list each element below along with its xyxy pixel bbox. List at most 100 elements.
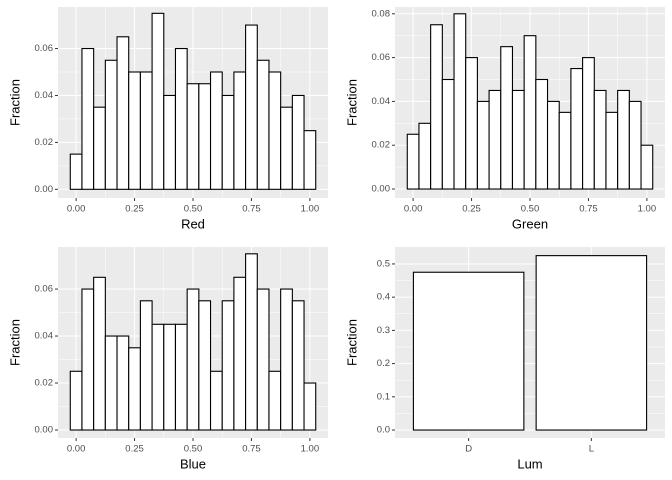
x-axis-title: Lum <box>517 456 542 471</box>
y-tick-label: 0.02 <box>35 378 54 389</box>
bar <box>128 71 141 190</box>
x-tick-label: L <box>589 444 594 455</box>
bar <box>441 78 455 190</box>
bar <box>209 71 223 190</box>
y-tick-label: 0.00 <box>35 184 54 195</box>
bar <box>116 36 130 190</box>
y-axis-title: Fraction <box>344 319 359 366</box>
y-tick-label: 0.06 <box>35 43 54 54</box>
bar <box>523 35 537 190</box>
bar <box>174 47 188 190</box>
bar <box>221 94 235 190</box>
bar <box>139 71 153 190</box>
bar <box>151 323 165 431</box>
bar <box>81 288 95 431</box>
y-tick-label: 0.08 <box>372 8 391 19</box>
bar <box>186 288 200 431</box>
x-tick-label: 0.00 <box>67 444 86 455</box>
x-tick-label: 0.75 <box>242 204 261 215</box>
bar <box>535 255 648 431</box>
bar <box>546 100 560 190</box>
x-tick-label: 0.50 <box>184 204 203 215</box>
bar <box>221 300 235 431</box>
x-tick-label: 0.50 <box>521 204 540 215</box>
bar <box>128 347 141 431</box>
y-tick-label: 0.04 <box>372 96 391 107</box>
x-tick-label: 0.25 <box>125 444 144 455</box>
bar <box>617 89 630 190</box>
bar <box>174 323 188 431</box>
bar <box>476 100 490 190</box>
bar <box>303 382 317 431</box>
y-tick-label: 0.04 <box>35 90 54 101</box>
bar <box>93 276 106 431</box>
bar <box>245 24 258 190</box>
bar <box>418 122 432 190</box>
bar <box>453 13 467 190</box>
bar <box>198 300 212 431</box>
y-tick-label: 0.04 <box>35 331 54 342</box>
bar <box>233 71 247 190</box>
y-tick-label: 0.00 <box>35 425 54 436</box>
bar <box>163 323 177 431</box>
bar <box>268 370 282 431</box>
bar <box>488 89 502 190</box>
y-tick-label: 0.2 <box>377 358 390 369</box>
y-tick-label: 0.5 <box>377 258 390 269</box>
bar <box>209 370 223 431</box>
bar <box>198 83 212 190</box>
bar <box>558 111 572 190</box>
x-tick-label: 0.25 <box>125 204 144 215</box>
bar <box>256 288 270 431</box>
x-tick-label: 0.50 <box>184 444 203 455</box>
y-axis-title: Fraction <box>344 79 359 126</box>
x-tick-label: 0.75 <box>579 204 598 215</box>
y-axis-title: Fraction <box>7 79 22 126</box>
bar <box>104 59 118 190</box>
bar <box>291 94 305 190</box>
bar <box>303 130 317 190</box>
bar <box>640 144 654 190</box>
y-tick-label: 0.0 <box>377 425 390 436</box>
x-tick-label: 0.00 <box>404 204 423 215</box>
bar <box>430 24 443 190</box>
bar <box>93 106 106 190</box>
bar <box>582 57 595 190</box>
bar <box>291 300 305 431</box>
y-tick-label: 0.00 <box>372 184 391 195</box>
bar <box>593 89 607 190</box>
x-axis-title: Green <box>512 216 548 231</box>
y-tick-label: 0.06 <box>35 284 54 295</box>
bar <box>280 106 293 190</box>
bar <box>268 71 282 190</box>
bar <box>69 370 83 431</box>
y-tick-label: 0.4 <box>377 292 390 303</box>
y-tick-label: 0.06 <box>372 52 391 63</box>
x-tick-label: 0.25 <box>462 204 481 215</box>
x-axis-title: Red <box>181 216 205 231</box>
bar <box>233 276 247 431</box>
x-tick-label: 0.75 <box>242 444 261 455</box>
bar <box>186 83 200 190</box>
bar <box>280 288 293 431</box>
bar <box>570 67 584 190</box>
bar <box>104 335 118 431</box>
bar <box>256 59 270 190</box>
bar <box>139 300 153 431</box>
bar <box>81 47 95 190</box>
bar <box>465 57 478 190</box>
x-tick-label: 1.00 <box>638 204 657 215</box>
y-tick-label: 0.02 <box>35 137 54 148</box>
y-tick-label: 0.1 <box>377 391 390 402</box>
x-axis-title: Blue <box>180 456 206 471</box>
x-tick-label: 1.00 <box>301 444 320 455</box>
x-tick-label: D <box>465 444 472 455</box>
bar <box>412 271 525 431</box>
bar <box>151 12 165 190</box>
bar <box>69 153 83 190</box>
bar <box>535 78 549 190</box>
y-tick-label: 0.3 <box>377 325 390 336</box>
bar <box>163 94 177 190</box>
bar <box>245 253 258 431</box>
